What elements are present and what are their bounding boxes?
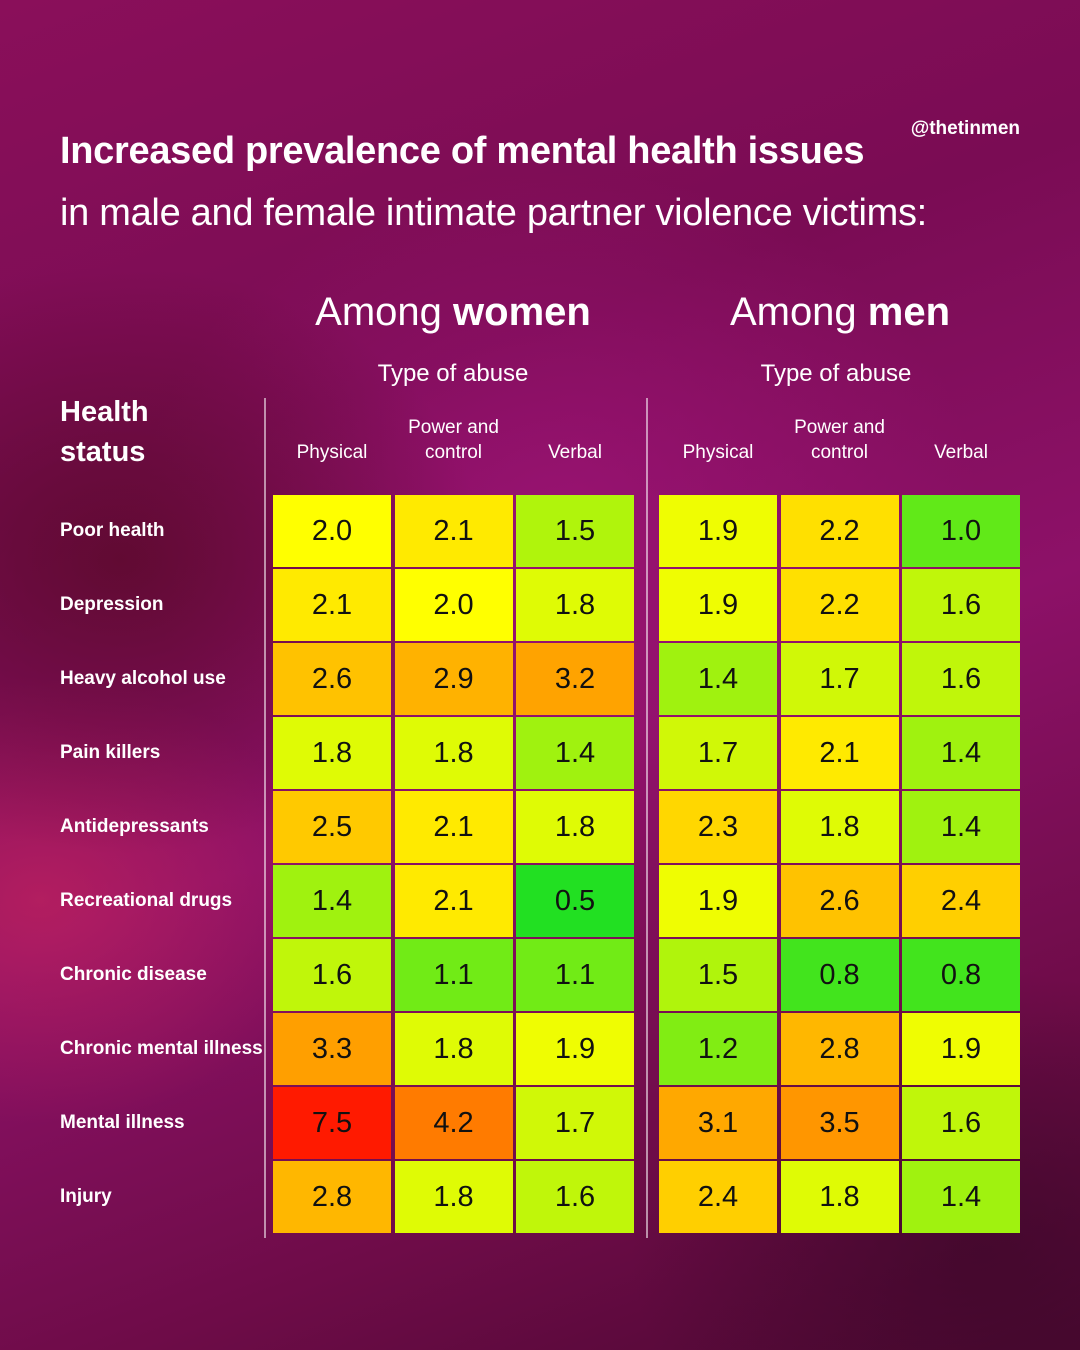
heatmap-cell: 1.6 [516,1161,634,1233]
col-label-men-2: Power and control [794,417,885,463]
group-title-women: Among women [315,290,591,334]
heatmap-cell: 1.8 [516,569,634,641]
type-label-women: Type of abuse [377,360,529,387]
heatmap-cell: 0.5 [516,865,634,937]
row-label: Chronic disease [60,964,207,985]
heatmap-cell: 1.8 [394,1161,513,1233]
chart-title: Increased prevalence of mental health is… [60,130,865,172]
row-label: Pain killers [60,742,161,763]
row-label: Antidepressants [60,816,209,837]
heatmap-cell: 1.8 [516,791,634,863]
heatmap-cell: 1.9 [659,495,777,567]
heatmap-cell: 2.8 [780,1013,899,1085]
heatmap-cell: 1.6 [273,939,391,1011]
heatmap-cell: 1.9 [516,1013,634,1085]
heatmap-cell: 2.2 [780,495,899,567]
heatmap-cell: 1.9 [659,865,777,937]
heatmap-cell: 1.8 [780,1161,899,1233]
handle-text: @thetinmen [910,118,1020,139]
heatmap-cell: 0.8 [780,939,899,1011]
heatmap-cell: 1.9 [659,569,777,641]
heatmap-cell: 1.8 [780,791,899,863]
heatmap-cell: 2.0 [394,569,513,641]
col-label-men-1: Physical [682,442,754,463]
heatmap-cell: 1.4 [273,865,391,937]
heatmap-cell: 1.0 [902,495,1020,567]
group-title-men: Among men [729,290,951,334]
heatmap-cell: 1.4 [516,717,634,789]
heatmap-cell: 2.4 [902,865,1020,937]
col-label-men-3: Verbal [934,442,988,463]
heatmap-cell: 1.7 [659,717,777,789]
heatmap-cell: 1.8 [394,717,513,789]
heatmap-cell: 1.8 [273,717,391,789]
heatmap-cell: 1.6 [902,569,1020,641]
heatmap-cell: 3.2 [516,643,634,715]
heatmap-cell: 2.1 [394,865,513,937]
heatmap-cell: 3.5 [780,1087,899,1159]
divider-men [646,398,648,1238]
heatmap-cell: 1.5 [516,495,634,567]
heatmap-cell: 2.8 [273,1161,391,1233]
row-label: Heavy alcohol use [60,668,226,689]
row-label: Injury [60,1186,112,1207]
row-label: Mental illness [60,1112,185,1133]
heatmap-cell: 2.9 [394,643,513,715]
heatmap-cell: 2.1 [394,495,513,567]
row-header: Health status [60,396,149,468]
col-label-women-1: Physical [296,442,368,463]
heatmap-cell: 1.8 [394,1013,513,1085]
heatmap-cell: 1.2 [659,1013,777,1085]
heatmap-cell: 2.1 [273,569,391,641]
heatmap-cell: 0.8 [902,939,1020,1011]
col-label-women-3: Verbal [548,442,602,463]
heatmap-cell: 1.7 [516,1087,634,1159]
heatmap-cell: 7.5 [273,1087,391,1159]
heatmap-cell: 1.9 [902,1013,1020,1085]
row-label: Recreational drugs [60,890,233,911]
heatmap-cell: 1.4 [902,791,1020,863]
chart-subtitle: in male and female intimate partner viol… [60,192,927,234]
heatmap-cell: 2.2 [780,569,899,641]
heatmap-cell: 1.4 [902,1161,1020,1233]
heatmap-cell: 1.4 [659,643,777,715]
divider-women [264,398,266,1238]
row-label: Depression [60,594,164,615]
col-label-women-2: Power and control [408,417,499,463]
heatmap-cell: 3.3 [273,1013,391,1085]
heatmap-cell: 2.1 [394,791,513,863]
row-label: Poor health [60,520,165,541]
row-label: Chronic mental illness [60,1038,263,1059]
heatmap-cell: 2.5 [273,791,391,863]
heatmap-cell: 1.4 [902,717,1020,789]
heatmap-cell: 2.6 [273,643,391,715]
heatmap-cell: 2.0 [273,495,391,567]
heatmap-cell: 2.4 [659,1161,777,1233]
heatmap-cell: 1.6 [902,1087,1020,1159]
heatmap-cell: 4.2 [394,1087,513,1159]
heatmap-cell: 2.6 [780,865,899,937]
heatmap-cell: 2.1 [780,717,899,789]
type-label-men: Type of abuse [760,360,912,387]
heatmap-cell: 2.3 [659,791,777,863]
heatmap-cell: 1.1 [516,939,634,1011]
heatmap-cell: 1.7 [780,643,899,715]
heatmap-cell: 1.5 [659,939,777,1011]
heatmap-cell: 3.1 [659,1087,777,1159]
heatmap-cell: 1.1 [394,939,513,1011]
heatmap-cell: 1.6 [902,643,1020,715]
